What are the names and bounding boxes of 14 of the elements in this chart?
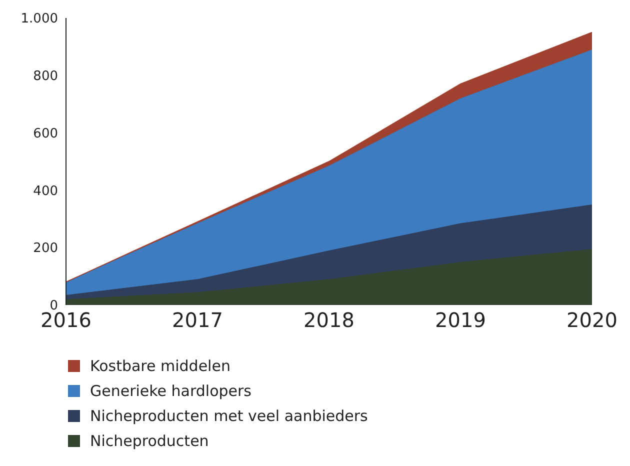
y-tick-label: 1.000 xyxy=(20,12,58,27)
y-tick-label: 200 xyxy=(33,241,58,256)
y-tick-label: 0 xyxy=(50,298,58,314)
y-tick-label: 800 xyxy=(33,69,58,84)
x-tick-label: 2020 xyxy=(566,308,618,332)
y-tick-label: 400 xyxy=(33,184,58,199)
x-tick-label: 2017 xyxy=(172,308,223,332)
legend-label: Nicheproducten xyxy=(90,432,209,450)
legend-label: Nicheproducten met veel aanbieders xyxy=(90,406,368,424)
y-tick-label: 600 xyxy=(33,126,58,142)
legend-label: Kostbare middelen xyxy=(90,356,230,374)
legend-label: Generieke hardlopers xyxy=(90,382,252,400)
x-tick-label: 2019 xyxy=(435,308,486,332)
x-tick-label: 2018 xyxy=(304,308,354,332)
